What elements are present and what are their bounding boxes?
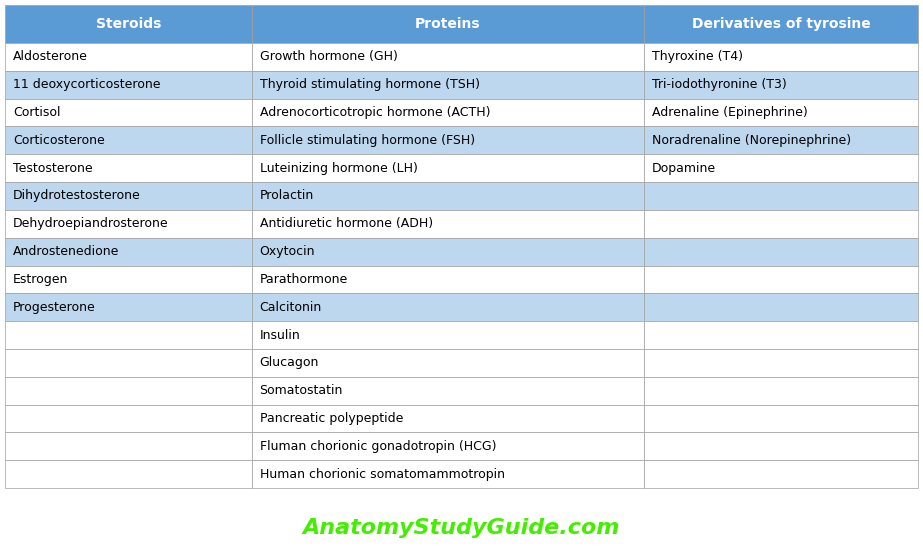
Text: Insulin: Insulin bbox=[259, 329, 300, 341]
Text: Noradrenaline (Norepinephrine): Noradrenaline (Norepinephrine) bbox=[653, 134, 851, 147]
Bar bbox=[251, 71, 644, 99]
Bar bbox=[644, 43, 918, 71]
Text: Corticosterone: Corticosterone bbox=[13, 134, 104, 147]
Text: Fluman chorionic gonadotropin (HCG): Fluman chorionic gonadotropin (HCG) bbox=[259, 440, 496, 453]
Bar bbox=[5, 349, 251, 377]
Bar bbox=[644, 154, 918, 182]
Bar bbox=[644, 293, 918, 321]
Bar bbox=[5, 321, 251, 349]
Bar bbox=[5, 265, 251, 293]
Bar bbox=[251, 265, 644, 293]
Bar bbox=[644, 99, 918, 127]
Text: Testosterone: Testosterone bbox=[13, 162, 92, 175]
Text: Tri-iodothyronine (T3): Tri-iodothyronine (T3) bbox=[653, 78, 786, 91]
Text: Antidiuretic hormone (ADH): Antidiuretic hormone (ADH) bbox=[259, 217, 433, 230]
Text: Adrenaline (Epinephrine): Adrenaline (Epinephrine) bbox=[653, 106, 808, 119]
Text: Dihydrotestosterone: Dihydrotestosterone bbox=[13, 190, 140, 202]
Bar bbox=[251, 43, 644, 71]
Text: Pancreatic polypeptide: Pancreatic polypeptide bbox=[259, 412, 402, 425]
Text: Thyroid stimulating hormone (TSH): Thyroid stimulating hormone (TSH) bbox=[259, 78, 480, 91]
Bar bbox=[251, 293, 644, 321]
Text: Oxytocin: Oxytocin bbox=[259, 245, 315, 258]
Bar bbox=[5, 460, 251, 488]
Bar bbox=[251, 182, 644, 210]
Bar bbox=[644, 71, 918, 99]
Bar bbox=[251, 432, 644, 460]
Bar bbox=[644, 349, 918, 377]
Text: Estrogen: Estrogen bbox=[13, 273, 68, 286]
Text: Growth hormone (GH): Growth hormone (GH) bbox=[259, 50, 398, 64]
Text: Follicle stimulating hormone (FSH): Follicle stimulating hormone (FSH) bbox=[259, 134, 474, 147]
Text: Aldosterone: Aldosterone bbox=[13, 50, 88, 64]
Bar bbox=[5, 43, 251, 71]
Bar bbox=[5, 182, 251, 210]
Bar bbox=[644, 127, 918, 154]
Bar bbox=[5, 293, 251, 321]
Text: Parathormone: Parathormone bbox=[259, 273, 348, 286]
Bar bbox=[251, 460, 644, 488]
Text: Glucagon: Glucagon bbox=[259, 356, 318, 369]
Text: Derivatives of tyrosine: Derivatives of tyrosine bbox=[691, 17, 870, 31]
Bar bbox=[251, 349, 644, 377]
Bar bbox=[5, 238, 251, 265]
Bar bbox=[644, 5, 918, 43]
Bar bbox=[5, 127, 251, 154]
Bar bbox=[644, 238, 918, 265]
Text: Thyroxine (T4): Thyroxine (T4) bbox=[653, 50, 743, 64]
Bar bbox=[644, 321, 918, 349]
Text: Progesterone: Progesterone bbox=[13, 301, 96, 313]
Text: Androstenedione: Androstenedione bbox=[13, 245, 119, 258]
Bar bbox=[251, 99, 644, 127]
Bar bbox=[5, 71, 251, 99]
Bar bbox=[251, 404, 644, 432]
Bar bbox=[251, 127, 644, 154]
Bar bbox=[251, 5, 644, 43]
Bar bbox=[644, 377, 918, 404]
Bar bbox=[251, 210, 644, 238]
Bar bbox=[644, 460, 918, 488]
Bar bbox=[5, 377, 251, 404]
Bar bbox=[5, 5, 251, 43]
Bar bbox=[644, 432, 918, 460]
Bar bbox=[251, 321, 644, 349]
Bar bbox=[251, 238, 644, 265]
Bar bbox=[5, 210, 251, 238]
Bar bbox=[5, 404, 251, 432]
Bar bbox=[644, 210, 918, 238]
Text: Prolactin: Prolactin bbox=[259, 190, 314, 202]
Text: Human chorionic somatomammotropin: Human chorionic somatomammotropin bbox=[259, 467, 505, 481]
Text: Steroids: Steroids bbox=[96, 17, 161, 31]
Text: Dopamine: Dopamine bbox=[653, 162, 716, 175]
Text: Calcitonin: Calcitonin bbox=[259, 301, 322, 313]
Text: AnatomyStudyGuide.com: AnatomyStudyGuide.com bbox=[303, 518, 620, 538]
Bar bbox=[644, 404, 918, 432]
Text: Proteins: Proteins bbox=[415, 17, 481, 31]
Text: 11 deoxycorticosterone: 11 deoxycorticosterone bbox=[13, 78, 161, 91]
Bar bbox=[644, 182, 918, 210]
Bar bbox=[251, 154, 644, 182]
Bar bbox=[5, 432, 251, 460]
Bar bbox=[5, 154, 251, 182]
Text: Cortisol: Cortisol bbox=[13, 106, 61, 119]
Text: Somatostatin: Somatostatin bbox=[259, 384, 342, 397]
Text: Luteinizing hormone (LH): Luteinizing hormone (LH) bbox=[259, 162, 417, 175]
Text: Dehydroepiandrosterone: Dehydroepiandrosterone bbox=[13, 217, 169, 230]
Text: Adrenocorticotropic hormone (ACTH): Adrenocorticotropic hormone (ACTH) bbox=[259, 106, 490, 119]
Bar bbox=[5, 99, 251, 127]
Bar bbox=[644, 265, 918, 293]
Bar bbox=[251, 377, 644, 404]
